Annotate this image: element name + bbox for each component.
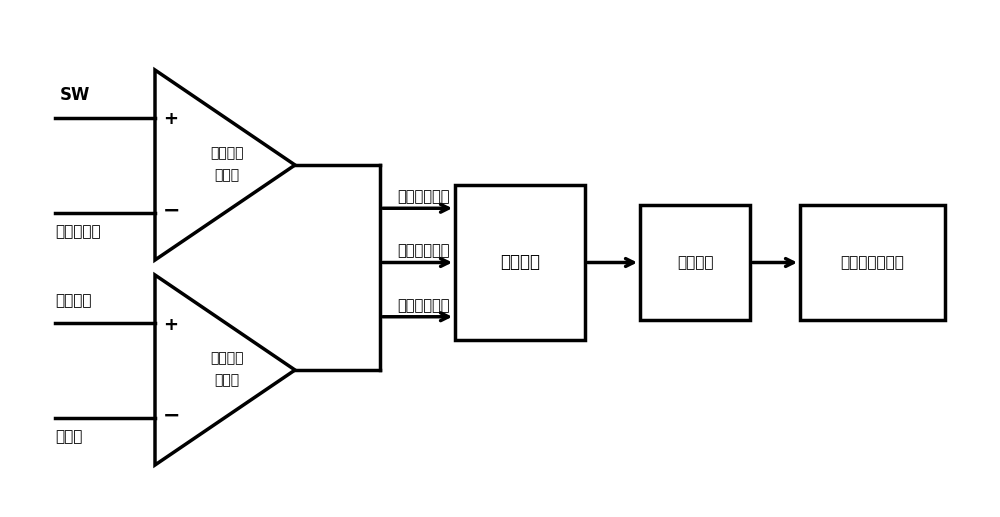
Text: SW: SW — [60, 85, 90, 103]
Text: 比较器: 比较器 — [214, 373, 240, 387]
Text: 反灌保护: 反灌保护 — [210, 146, 244, 160]
Text: 限流点: 限流点 — [55, 430, 82, 445]
Text: 功率变换及输出: 功率变换及输出 — [841, 255, 904, 270]
Text: +: + — [163, 315, 178, 333]
Polygon shape — [640, 205, 750, 320]
Text: 电流采样: 电流采样 — [55, 294, 92, 309]
Text: 功率驱动: 功率驱动 — [677, 255, 713, 270]
Text: 峰値电流: 峰値电流 — [210, 351, 244, 365]
Text: −: − — [163, 405, 180, 425]
Polygon shape — [800, 205, 945, 320]
Text: 比较器: 比较器 — [214, 168, 240, 182]
Text: 逻辑电路: 逻辑电路 — [500, 253, 540, 271]
Text: 反灌保护点: 反灌保护点 — [55, 224, 101, 239]
Text: +: + — [163, 111, 178, 129]
Polygon shape — [455, 185, 585, 340]
Text: 反灌保护信号: 反灌保护信号 — [398, 244, 450, 258]
Text: −: − — [163, 201, 180, 220]
Text: 峰値保护信号: 峰値保护信号 — [398, 298, 450, 313]
Text: 第三时钟信号: 第三时钟信号 — [398, 189, 450, 204]
